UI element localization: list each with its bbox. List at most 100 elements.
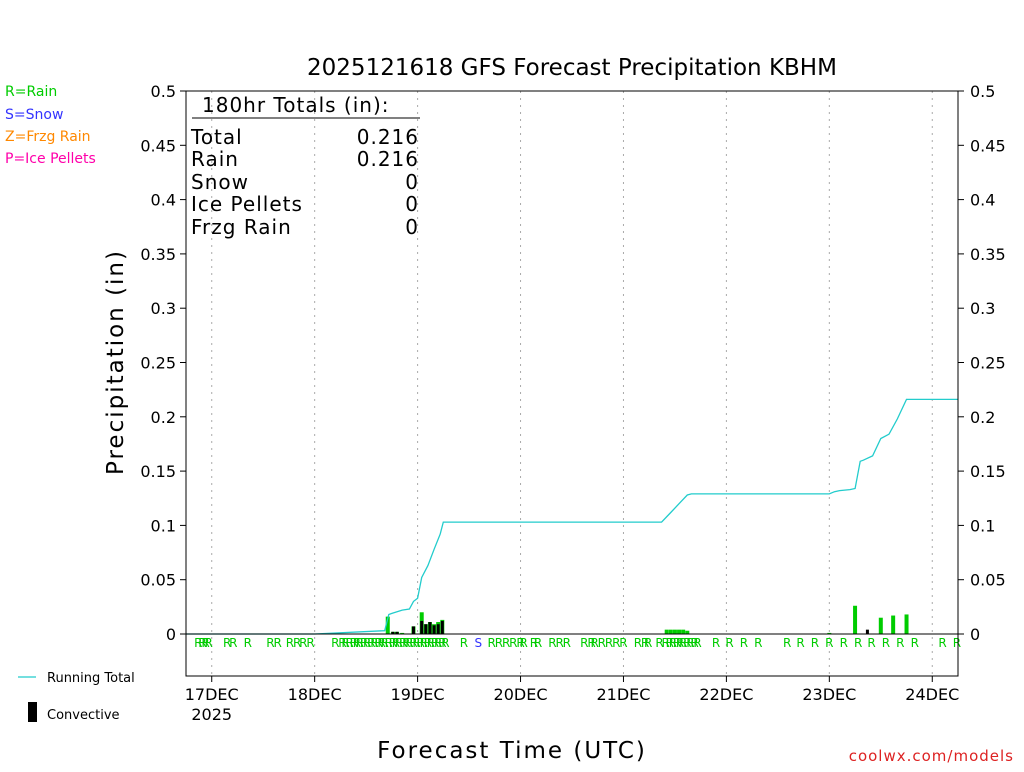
y-tick-label-left: 0.05 [140, 571, 176, 590]
ptype-marker: R [882, 636, 890, 650]
totals-label-total: Total [190, 125, 243, 149]
totals-value-total: 0.216 [357, 125, 419, 149]
bars [385, 605, 909, 634]
ptype-marker: R [911, 636, 919, 650]
x-tick-label: 24DEC [905, 685, 959, 704]
convective-bar [391, 631, 395, 634]
y-tick-label-right: 0.1 [970, 516, 995, 535]
y-tick-label-left: 0.35 [140, 245, 176, 264]
ptype-marker: R [516, 636, 524, 650]
ptype-marker: R [377, 636, 385, 650]
key-rain: R=Rain [5, 84, 57, 100]
legend-convective: Convective [47, 708, 120, 723]
plot-frame [185, 90, 959, 677]
key-snow: S=Snow [5, 107, 63, 123]
convective-bar [432, 625, 436, 634]
key-ice-pellets: P=Ice Pellets [5, 151, 96, 167]
ptype-marker: R [666, 636, 674, 650]
x-axis-label: Forecast Time (UTC) [377, 738, 647, 764]
grid [211, 91, 933, 676]
convective-bar [865, 629, 869, 634]
convective-bar [420, 620, 424, 634]
x-tick-label: 21DEC [596, 685, 650, 704]
totals-value-snow: 0 [405, 170, 419, 194]
x-tick-label: 20DEC [494, 685, 548, 704]
ptype-marker: R [306, 636, 314, 650]
ptype-marker: R [563, 636, 571, 650]
ptype-marker: R [420, 636, 428, 650]
ptype-marker: R [825, 636, 833, 650]
y-tick-label-right: 0.5 [970, 82, 995, 101]
ptype-marker: R [341, 636, 349, 650]
ptype-marker: R [590, 636, 598, 650]
y-tick-label-left: 0.2 [151, 408, 176, 427]
ptype-marker: R [811, 636, 819, 650]
totals-label-rain: Rain [191, 147, 239, 171]
ptype-marker: R [605, 636, 613, 650]
y-tick-label-right: 0.45 [970, 136, 1006, 155]
ptype-marker: R [587, 636, 595, 650]
totals-value-ice-pellets: 0 [405, 192, 419, 216]
ptype-marker: R [938, 636, 946, 650]
ptype-marker: R [644, 636, 652, 650]
ptype-marker: R [796, 636, 804, 650]
ptype-marker: R [634, 636, 642, 650]
ptype-marker: R [725, 636, 733, 650]
ptype-marker: R [194, 636, 202, 650]
running-total-series [186, 398, 958, 635]
ptype-marker: R [356, 636, 364, 650]
ptype-marker: R [431, 636, 439, 650]
y-tick-label-right: 0 [970, 625, 980, 644]
precip-bar [677, 629, 682, 634]
ptype-marker: R [519, 636, 527, 650]
y-tick-label-right: 0.15 [970, 462, 1006, 481]
ptype-marker: R [679, 636, 687, 650]
ptype-marker: R [438, 636, 446, 650]
precip-bar [668, 629, 673, 634]
totals-label-snow: Snow [191, 170, 249, 194]
ptype-marker: R [201, 636, 209, 650]
ptype-marker: R [754, 636, 762, 650]
y-ticks: 0 00.05 0.050.1 0.10.15 0.150.2 0.20.25 0.250.… [140, 82, 1005, 644]
precip-bar [685, 630, 690, 634]
ptype-marker: R [693, 636, 701, 650]
y-tick-label-right: 0.4 [970, 191, 995, 210]
y-tick-label-right: 0.25 [970, 354, 1006, 373]
ptype-marker: R [534, 636, 542, 650]
ptype-marker: R [367, 636, 375, 650]
ptype-marker: R [441, 636, 449, 650]
y-tick-label-left: 0.1 [151, 516, 176, 535]
ptype-marker: R [509, 636, 517, 650]
convective-bar [424, 624, 428, 634]
precip-bar [400, 632, 405, 634]
precip-bar [878, 617, 883, 634]
ptype-marker: R [580, 636, 588, 650]
ptype-marker: R [374, 636, 382, 650]
ptype-marker: R [385, 636, 393, 650]
ptype-marker: R [338, 636, 346, 650]
y-tick-label-right: 0.3 [970, 299, 995, 318]
ptype-marker: R [427, 636, 435, 650]
ptype-marker: S [475, 636, 483, 650]
x-ticks: 17DEC 18DEC 19DEC 20DEC 21DEC 22DEC 23DEC 24DEC… [185, 676, 959, 724]
totals-value-rain: 0.216 [357, 147, 419, 171]
ptype-marker: R [896, 636, 904, 650]
ptype-marker: R [502, 636, 510, 650]
y-tick-label-left: 0.4 [151, 191, 176, 210]
ptype-marker: R [740, 636, 748, 650]
y-tick-label-left: 0 [166, 625, 176, 644]
precip-bar [672, 629, 677, 634]
ptype-marker: R [434, 636, 442, 650]
ptype-marker: R [353, 636, 361, 650]
y-axis-label: Precipitation (in) [103, 249, 129, 475]
totals-label-frzg-rain: Frzg Rain [191, 215, 292, 239]
y-tick-label-left: 0.5 [151, 82, 176, 101]
ptype-marker: R [402, 636, 410, 650]
ptype-marker: R [405, 636, 413, 650]
precip-bar [904, 614, 909, 634]
ptype-marker: R [530, 636, 538, 650]
ptype-marker: R [229, 636, 237, 650]
ptype-marker: R [395, 636, 403, 650]
ptype-marker: R [409, 636, 417, 650]
